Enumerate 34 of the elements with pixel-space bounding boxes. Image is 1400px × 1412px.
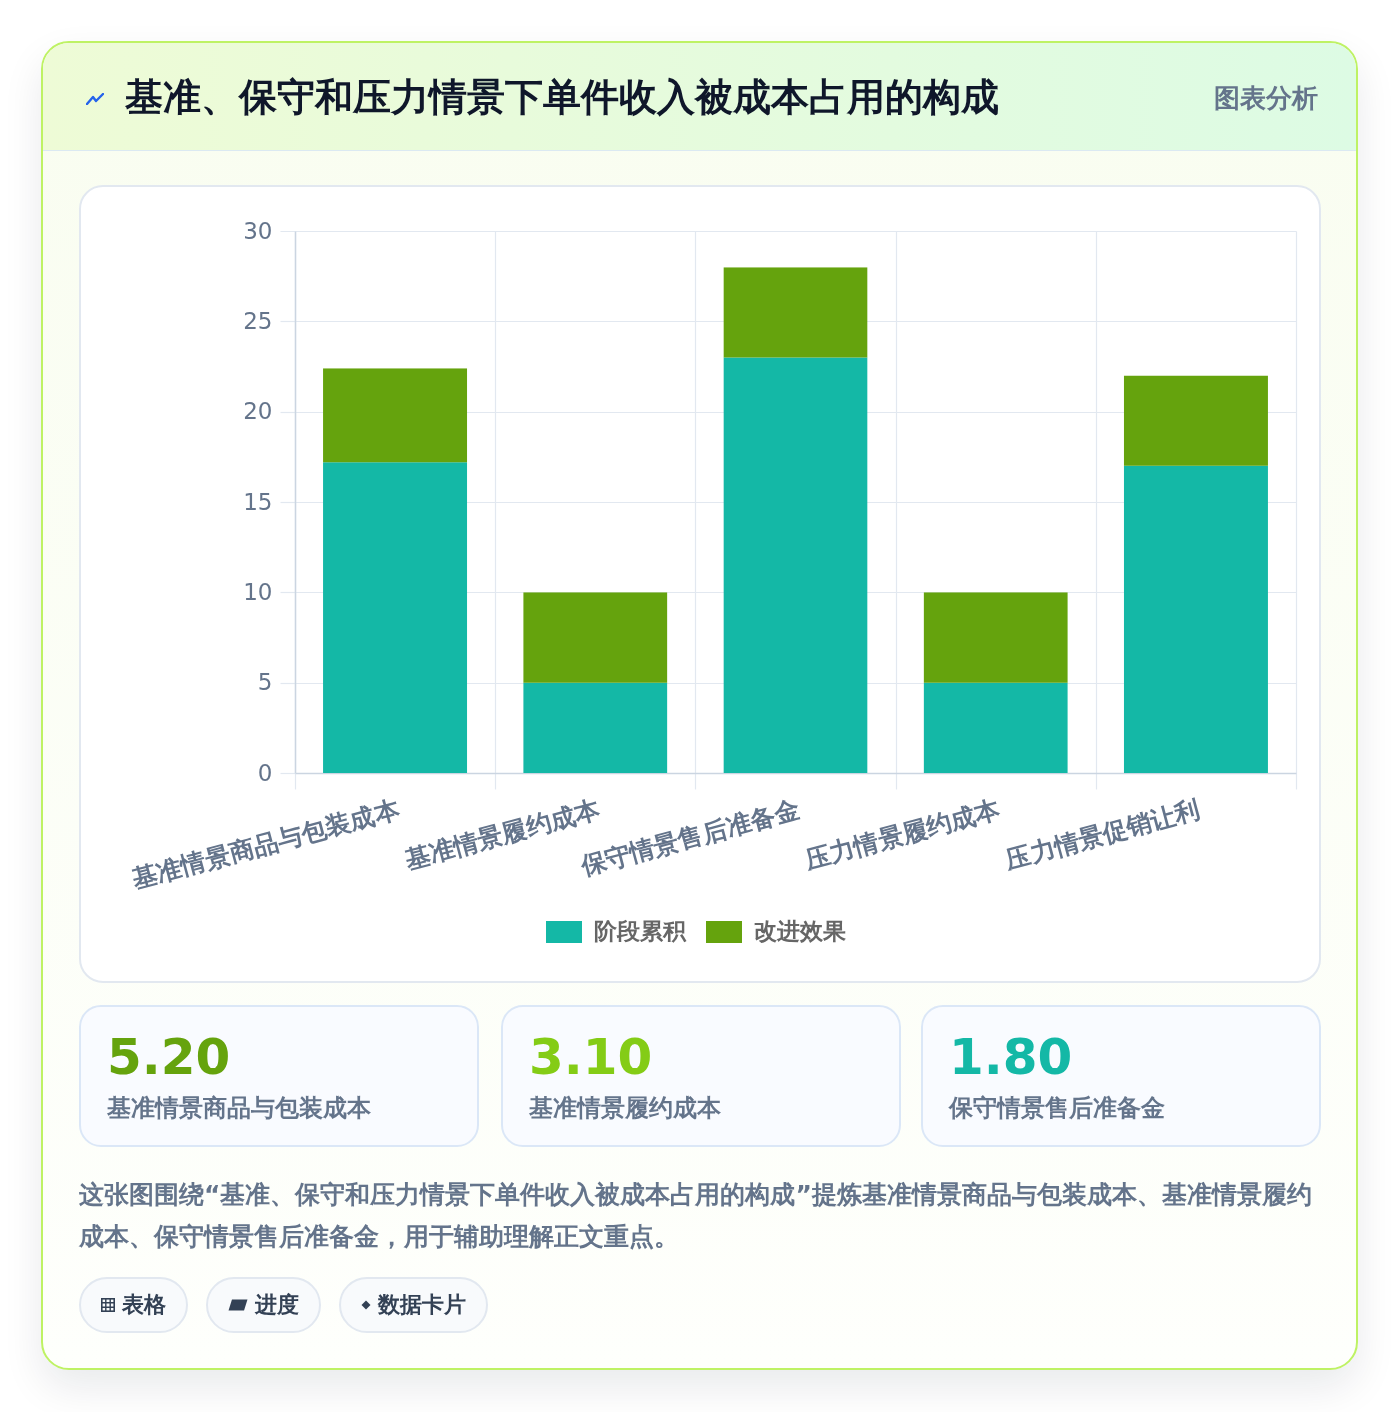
bar bbox=[923, 592, 1068, 683]
text: 表格 bbox=[122, 1291, 166, 1319]
text: 保守情景售后准备金 bbox=[949, 1093, 1165, 1123]
bar bbox=[723, 267, 868, 358]
text: 数据卡片 bbox=[378, 1291, 466, 1319]
chart-subtitle: 图表分析 bbox=[1214, 82, 1318, 115]
bar bbox=[323, 368, 468, 463]
text: 5.20 bbox=[107, 1028, 231, 1086]
text: 进度 bbox=[255, 1291, 299, 1319]
bar bbox=[523, 592, 668, 683]
y-tick-label: 20 bbox=[243, 398, 273, 425]
bar bbox=[1123, 375, 1268, 466]
y-tick-label: 15 bbox=[243, 488, 273, 515]
bar bbox=[923, 682, 1068, 773]
text: 这张图围绕“基准、保守和压力情景下单件收入被成本占用的构成”提炼基准情景商品与包装成本、基准情景履约成本、保守情景售后准备金，用于辅助理解正文重点。 bbox=[79, 1179, 1313, 1253]
legend-label: 阶段累积 bbox=[594, 918, 687, 944]
legend-label: 改进效果 bbox=[754, 918, 846, 944]
text: 1.80 bbox=[949, 1028, 1073, 1086]
bar bbox=[1123, 465, 1268, 773]
chart-title: 基准、保守和压力情景下单件收入被成本占用的构成 bbox=[125, 74, 999, 121]
y-tick-label: 25 bbox=[243, 307, 273, 334]
y-tick-label: 0 bbox=[257, 759, 273, 786]
y-tick-label: 30 bbox=[243, 217, 273, 244]
x-tick-label: 压力情景履约成本 bbox=[801, 794, 1004, 875]
text: 3.10 bbox=[529, 1028, 653, 1086]
bar bbox=[323, 462, 468, 773]
bar bbox=[723, 357, 868, 773]
y-tick-label: 5 bbox=[257, 669, 273, 696]
x-tick-label: 压力情景促销让利 bbox=[1001, 794, 1204, 875]
y-tick-label: 10 bbox=[243, 578, 273, 605]
bar bbox=[523, 682, 668, 773]
x-tick-label: 基准情景商品与包装成本 bbox=[128, 794, 404, 895]
text: 基准情景商品与包装成本 bbox=[107, 1093, 371, 1123]
text: 基准情景履约成本 bbox=[529, 1093, 721, 1123]
